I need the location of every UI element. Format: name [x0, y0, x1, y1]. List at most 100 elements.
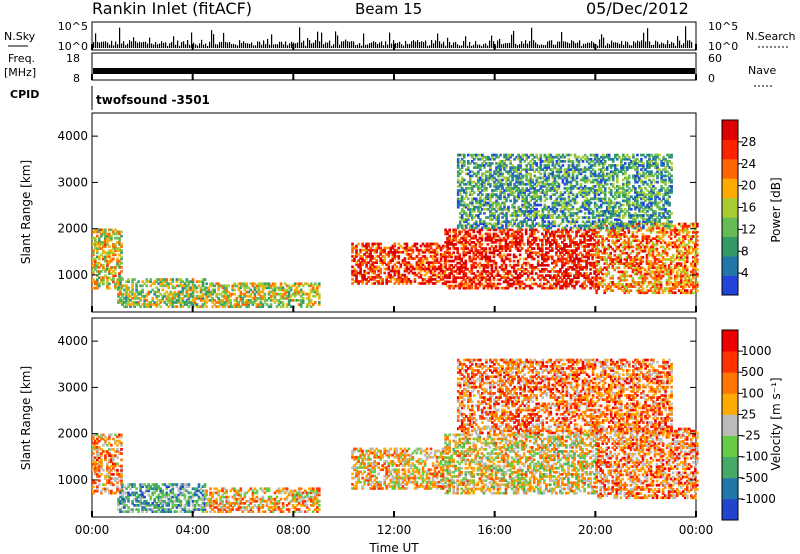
- echo-cell: [108, 268, 111, 271]
- echo-cell: [203, 301, 207, 304]
- echo-cell: [373, 248, 376, 252]
- echo-cell: [96, 234, 99, 238]
- echo-cell: [617, 270, 621, 274]
- echo-cell: [631, 224, 635, 228]
- echo-cell: [507, 220, 510, 224]
- echo-cell: [653, 243, 657, 247]
- echo-cell: [597, 285, 600, 288]
- echo-cell: [545, 155, 549, 159]
- echo-cell: [147, 305, 150, 308]
- echo-cell: [464, 241, 468, 244]
- echo-cell: [547, 182, 551, 186]
- echo-cell: [533, 224, 536, 228]
- echo-cell: [458, 266, 461, 269]
- echo-cell: [503, 166, 506, 169]
- echo-cell: [235, 301, 239, 304]
- echo-cell: [429, 250, 433, 254]
- echo-cell: [509, 153, 512, 157]
- echo-cell: [587, 251, 590, 255]
- echo-cell: [597, 251, 600, 255]
- echo-cell: [427, 242, 431, 246]
- echo-cell: [511, 178, 514, 182]
- echo-cell: [530, 266, 534, 269]
- echo-cell: [501, 224, 504, 228]
- echo-cell: [465, 182, 468, 186]
- echo-cell: [649, 274, 653, 278]
- echo-cell: [665, 253, 669, 257]
- echo-cell: [490, 284, 494, 288]
- echo-cell: [557, 234, 560, 238]
- echo-cell: [393, 267, 397, 271]
- echo-cell: [683, 285, 687, 288]
- echo-cell: [118, 230, 121, 234]
- echo-cell: [619, 253, 623, 257]
- echo-cell: [571, 280, 574, 284]
- echo-cell: [141, 303, 144, 306]
- nsky-bar: [497, 40, 499, 48]
- echo-cell: [108, 282, 111, 286]
- echo-cell: [665, 258, 669, 261]
- echo-cell: [508, 284, 512, 288]
- echo-cell: [181, 305, 185, 308]
- echo-cell: [505, 157, 508, 161]
- echo-cell: [521, 195, 524, 199]
- echo-cell: [557, 157, 561, 161]
- echo-cell: [575, 257, 578, 261]
- echo-cell: [287, 294, 291, 298]
- echo-cell: [259, 297, 263, 300]
- echo-cell: [271, 299, 275, 302]
- echo-cell: [361, 255, 364, 258]
- echo-cell: [476, 249, 480, 252]
- echo-cell: [381, 259, 384, 262]
- echo-cell: [454, 284, 457, 288]
- echo-cell: [387, 246, 391, 250]
- echo-cell: [508, 278, 512, 282]
- echo-cell: [637, 266, 641, 270]
- echo-cell: [377, 255, 380, 258]
- echo-cell: [259, 305, 263, 308]
- echo-cell: [476, 251, 480, 255]
- echo-cell: [529, 178, 532, 182]
- echo-cell: [502, 230, 506, 234]
- echo-cell: [651, 243, 655, 247]
- echo-cell: [301, 284, 305, 288]
- nsky-bar: [355, 45, 357, 48]
- echo-cell: [104, 270, 107, 273]
- echo-cell: [565, 280, 568, 284]
- echo-cell: [679, 272, 683, 276]
- echo-cell: [677, 274, 681, 278]
- echo-cell: [547, 251, 550, 255]
- echo-cell: [549, 207, 553, 211]
- echo-cell: [535, 164, 538, 167]
- echo-cell: [171, 284, 175, 288]
- echo-cell: [506, 236, 510, 240]
- echo-cell: [171, 305, 175, 308]
- echo-cell: [513, 210, 516, 213]
- nsky-bar: [463, 40, 465, 48]
- echo-cell: [255, 286, 259, 290]
- echo-cell: [611, 231, 614, 234]
- echo-cell: [497, 172, 500, 176]
- echo-cell: [541, 276, 544, 280]
- echo-cell: [633, 258, 637, 261]
- echo-cell: [441, 244, 445, 248]
- echo-cell: [557, 255, 560, 259]
- echo-cell: [441, 253, 445, 256]
- echo-cell: [477, 201, 480, 205]
- echo-cell: [456, 157, 460, 161]
- echo-cell: [493, 180, 496, 184]
- echo-cell: [507, 193, 510, 196]
- echo-cell: [643, 291, 647, 295]
- echo-cell: [653, 237, 657, 240]
- echo-cell: [643, 237, 647, 240]
- echo-cell: [551, 185, 555, 188]
- echo-cell: [495, 189, 498, 192]
- echo-cell: [295, 299, 299, 302]
- echo-cell: [456, 189, 460, 192]
- echo-cell: [573, 249, 576, 252]
- echo-cell: [493, 207, 496, 211]
- echo-cell: [435, 259, 439, 262]
- echo-cell: [119, 288, 122, 292]
- echo-cell: [427, 261, 431, 264]
- echo-cell: [393, 271, 397, 275]
